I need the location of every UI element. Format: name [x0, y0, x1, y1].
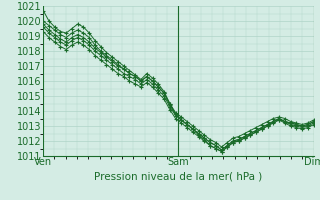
X-axis label: Pression niveau de la mer( hPa ): Pression niveau de la mer( hPa ) — [94, 172, 262, 182]
